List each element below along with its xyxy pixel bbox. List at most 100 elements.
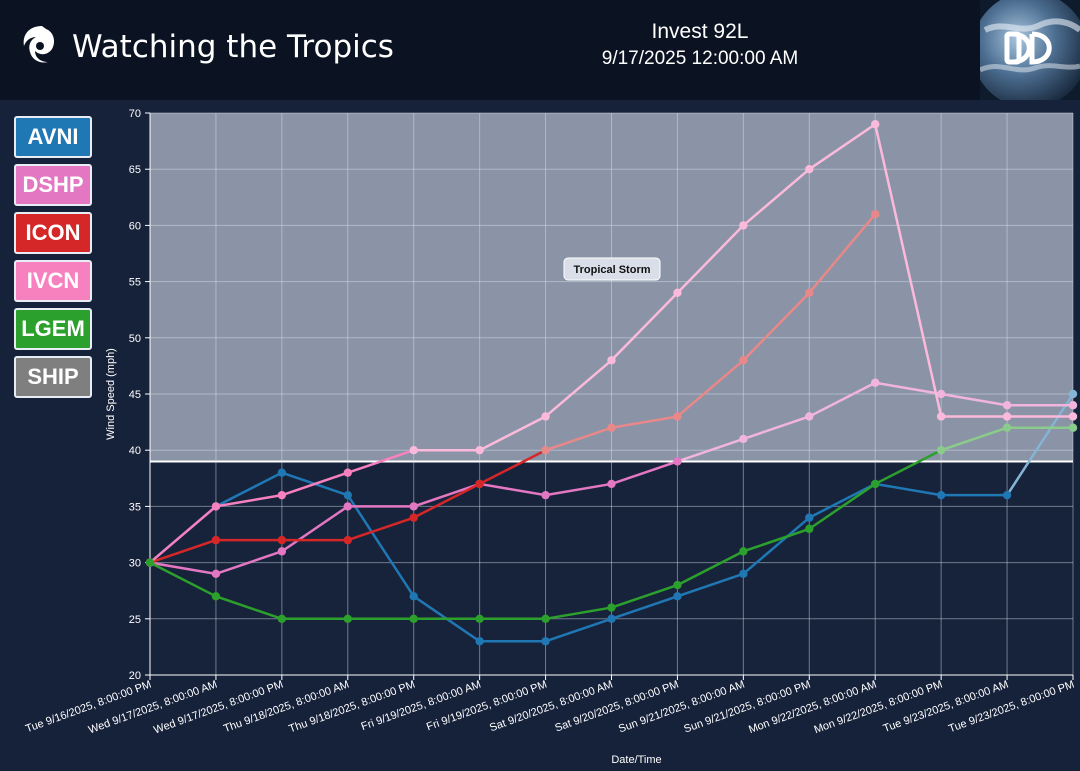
data-point xyxy=(475,637,484,646)
data-point xyxy=(936,389,946,399)
data-point xyxy=(739,356,748,365)
data-point xyxy=(277,490,287,500)
x-tick-label: Fri 9/19/2025, 8:00:00 AM xyxy=(360,679,483,734)
data-point xyxy=(805,412,814,421)
y-tick-label: 35 xyxy=(129,501,141,513)
series-line-segment xyxy=(214,471,284,508)
series-line-segment xyxy=(610,291,679,362)
data-point xyxy=(607,356,616,365)
legend-button-ship[interactable]: SHIP xyxy=(14,356,92,398)
series-line-segment xyxy=(214,550,284,576)
series-line-segment xyxy=(808,482,877,519)
x-axis-title: Date/Time xyxy=(611,754,661,766)
data-point xyxy=(343,614,352,623)
data-point xyxy=(1068,401,1078,410)
x-tick-label: Fri 9/19/2025, 8:00:00 PM xyxy=(425,679,549,734)
data-point xyxy=(475,614,484,623)
data-point xyxy=(211,502,221,511)
data-point xyxy=(936,446,946,455)
data-point xyxy=(1068,412,1078,421)
series-line-segment xyxy=(214,595,284,621)
data-point xyxy=(673,592,682,601)
series-line-segment xyxy=(346,516,415,542)
data-point xyxy=(541,490,550,500)
series-line-segment xyxy=(214,493,284,508)
data-point xyxy=(1068,389,1078,399)
data-point xyxy=(409,513,418,522)
storm-info: Invest 92L 9/17/2025 12:00:00 AM xyxy=(500,18,900,72)
series-line-segment xyxy=(148,561,218,598)
tropical-storm-label: Tropical Storm xyxy=(573,264,650,276)
series-line-segment xyxy=(544,606,613,621)
series-line-segment xyxy=(808,212,877,295)
data-point xyxy=(541,412,550,421)
data-point xyxy=(277,547,287,556)
data-point xyxy=(343,502,352,511)
data-point xyxy=(1002,412,1012,421)
series-line-segment xyxy=(873,381,943,396)
series-line-segment xyxy=(148,538,218,564)
app-title: Watching the Tropics xyxy=(72,29,394,65)
series-line-segment xyxy=(1005,392,1075,497)
x-tick-label: Tue 9/23/2025, 8:00:00 PM xyxy=(947,679,1076,736)
data-point xyxy=(1002,423,1012,432)
series-line-segment xyxy=(742,167,811,227)
data-point xyxy=(277,535,287,545)
y-tick-label: 30 xyxy=(129,558,141,570)
y-tick-label: 25 xyxy=(129,614,141,626)
x-tick-label: Tue 9/23/2025, 8:00:00 AM xyxy=(882,679,1010,736)
series-line-segment xyxy=(346,448,415,474)
series-line-segment xyxy=(610,595,679,621)
data-point xyxy=(739,547,748,556)
series-line-segment xyxy=(873,122,943,418)
y-tick-label: 60 xyxy=(129,220,141,232)
dd-globe-logo xyxy=(980,0,1080,100)
storm-name: Invest 92L xyxy=(651,20,749,43)
series-line-segment xyxy=(808,482,877,531)
data-point xyxy=(607,479,616,489)
series-line-segment xyxy=(873,482,943,497)
series-line-segment xyxy=(939,392,1009,407)
legend-button-dshp[interactable]: DSHP xyxy=(14,164,92,206)
series-line-segment xyxy=(412,482,481,508)
data-point xyxy=(475,446,484,455)
series-line-segment xyxy=(544,482,613,497)
data-point xyxy=(871,209,880,219)
brand[interactable]: Watching the Tropics xyxy=(18,22,394,72)
data-point xyxy=(739,434,748,444)
data-point xyxy=(1002,490,1012,500)
legend-button-icon[interactable]: ICON xyxy=(14,212,92,254)
series-ivcn xyxy=(145,120,1078,567)
data-point xyxy=(541,637,550,646)
series-line-segment xyxy=(346,493,415,598)
y-tick-label: 45 xyxy=(129,389,141,401)
series-line-segment xyxy=(412,482,481,519)
series-line-segment xyxy=(610,415,679,429)
series-line-segment xyxy=(808,381,877,418)
hurricane-icon xyxy=(18,22,58,73)
legend-button-avni[interactable]: AVNI xyxy=(14,116,92,158)
data-point xyxy=(475,479,484,489)
series-line-segment xyxy=(544,617,613,643)
data-point xyxy=(607,603,616,612)
data-point xyxy=(211,569,221,579)
x-tick-label: Sat 9/20/2025, 8:00:00 AM xyxy=(488,679,615,735)
series-line-segment xyxy=(478,448,547,486)
y-tick-label: 40 xyxy=(129,445,141,457)
legend-button-ivcn[interactable]: IVCN xyxy=(14,260,92,302)
series-line-segment xyxy=(742,516,811,576)
legend-button-lgem[interactable]: LGEM xyxy=(14,308,92,350)
y-axis-title: Wind Speed (mph) xyxy=(105,348,117,440)
data-point xyxy=(343,490,352,500)
tropical-storm-label-box xyxy=(563,257,661,281)
data-point xyxy=(277,468,287,477)
data-point xyxy=(739,569,748,579)
series-line-segment xyxy=(544,426,613,452)
data-point xyxy=(805,288,814,298)
series-line-segment xyxy=(280,505,350,553)
x-tick-label: Sun 9/21/2025, 8:00:00 AM xyxy=(617,679,746,736)
series-line-segment xyxy=(676,572,745,598)
data-point xyxy=(805,165,814,174)
series-line-segment xyxy=(478,482,547,497)
